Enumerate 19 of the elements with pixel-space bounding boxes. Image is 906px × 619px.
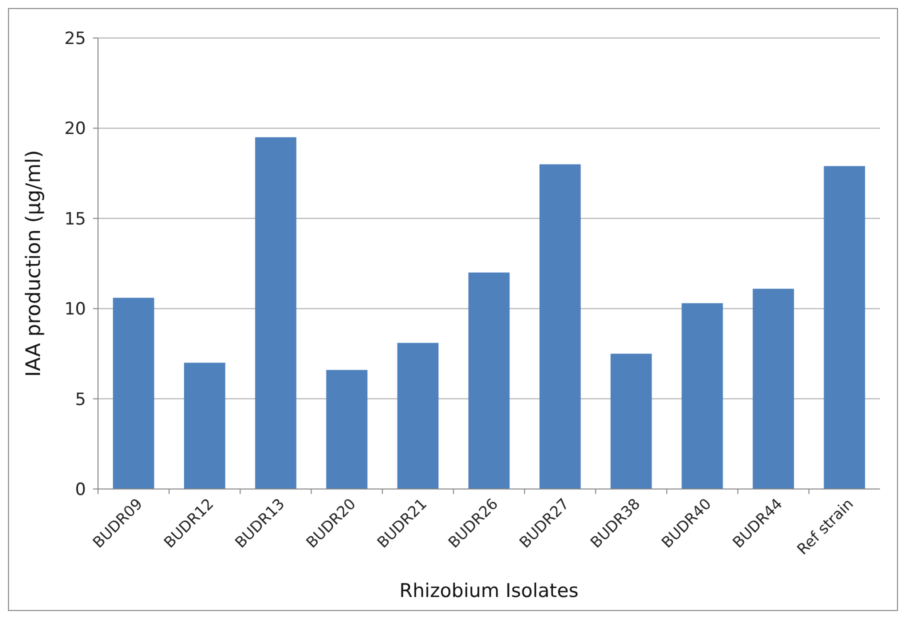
bar (682, 303, 723, 489)
y-tick-label: 0 (75, 480, 86, 500)
bar (326, 370, 368, 489)
x-axis-title: Rhizobium Isolates (399, 580, 579, 602)
y-axis-title: IAA production (µg/ml) (21, 150, 45, 377)
y-tick-label: 25 (64, 28, 86, 49)
bar (468, 272, 510, 489)
bar (255, 137, 296, 489)
bar (824, 166, 866, 489)
bar (539, 164, 581, 489)
bar (184, 362, 226, 489)
bar (112, 298, 154, 489)
bar (752, 288, 794, 489)
y-tick-label: 15 (64, 209, 86, 230)
y-tick-label: 10 (64, 300, 86, 320)
bar (610, 354, 652, 489)
y-tick-label: 20 (64, 119, 86, 140)
bar (397, 342, 439, 489)
y-tick-label: 5 (75, 390, 86, 410)
